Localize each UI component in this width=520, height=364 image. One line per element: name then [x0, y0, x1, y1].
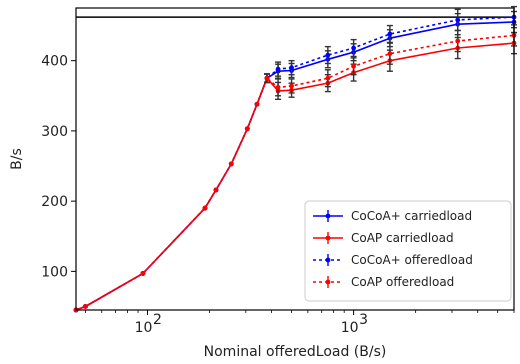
y-tick-label: 300	[41, 124, 68, 140]
legend-box	[304, 200, 512, 302]
data-point	[289, 65, 294, 71]
series-line-3	[75, 34, 515, 311]
legend-label-3: CoAP offeredload	[351, 275, 454, 289]
x-tick-exponent: 3	[359, 312, 368, 328]
data-point	[228, 161, 234, 167]
x-axis-label: Nominal offeredLoad (B/s)	[204, 344, 387, 360]
data-point	[244, 126, 250, 132]
data-point	[325, 52, 331, 58]
data-point	[202, 205, 208, 211]
legend-label-2: CoCoA+ offeredload	[351, 253, 473, 267]
x-tick-label: 10	[135, 320, 153, 336]
y-tick-label: 400	[41, 54, 68, 70]
legend-marker-3	[325, 279, 331, 285]
data-point	[455, 38, 461, 44]
y-tick-label: 100	[41, 264, 68, 280]
x-tick-exponent: 2	[153, 312, 162, 328]
legend-label-1: CoAP carriedload	[351, 231, 454, 245]
data-point	[325, 75, 331, 81]
legend-marker-1	[325, 235, 331, 241]
legend-marker-2	[325, 257, 331, 263]
data-point	[213, 187, 219, 193]
data-point	[351, 63, 357, 69]
legend-marker-0	[325, 213, 331, 219]
data-point	[254, 101, 260, 107]
plot-frame	[75, 7, 515, 311]
legend-label-0: CoCoA+ carriedload	[351, 209, 472, 223]
data-point	[455, 17, 461, 23]
legend: CoCoA+ carriedload CoAP carriedload CoCoA+…	[304, 200, 512, 302]
data-point	[289, 83, 294, 89]
data-point	[275, 66, 281, 72]
y-tick-label: 200	[41, 194, 68, 210]
data-point	[83, 304, 88, 309]
data-point	[275, 84, 281, 90]
data-point	[264, 75, 270, 81]
data-point	[140, 271, 146, 276]
data-point	[387, 31, 393, 37]
x-tick-label: 10	[341, 320, 359, 336]
data-point	[351, 45, 357, 51]
y-axis-label: B/s	[9, 148, 25, 170]
data-point	[387, 51, 393, 57]
